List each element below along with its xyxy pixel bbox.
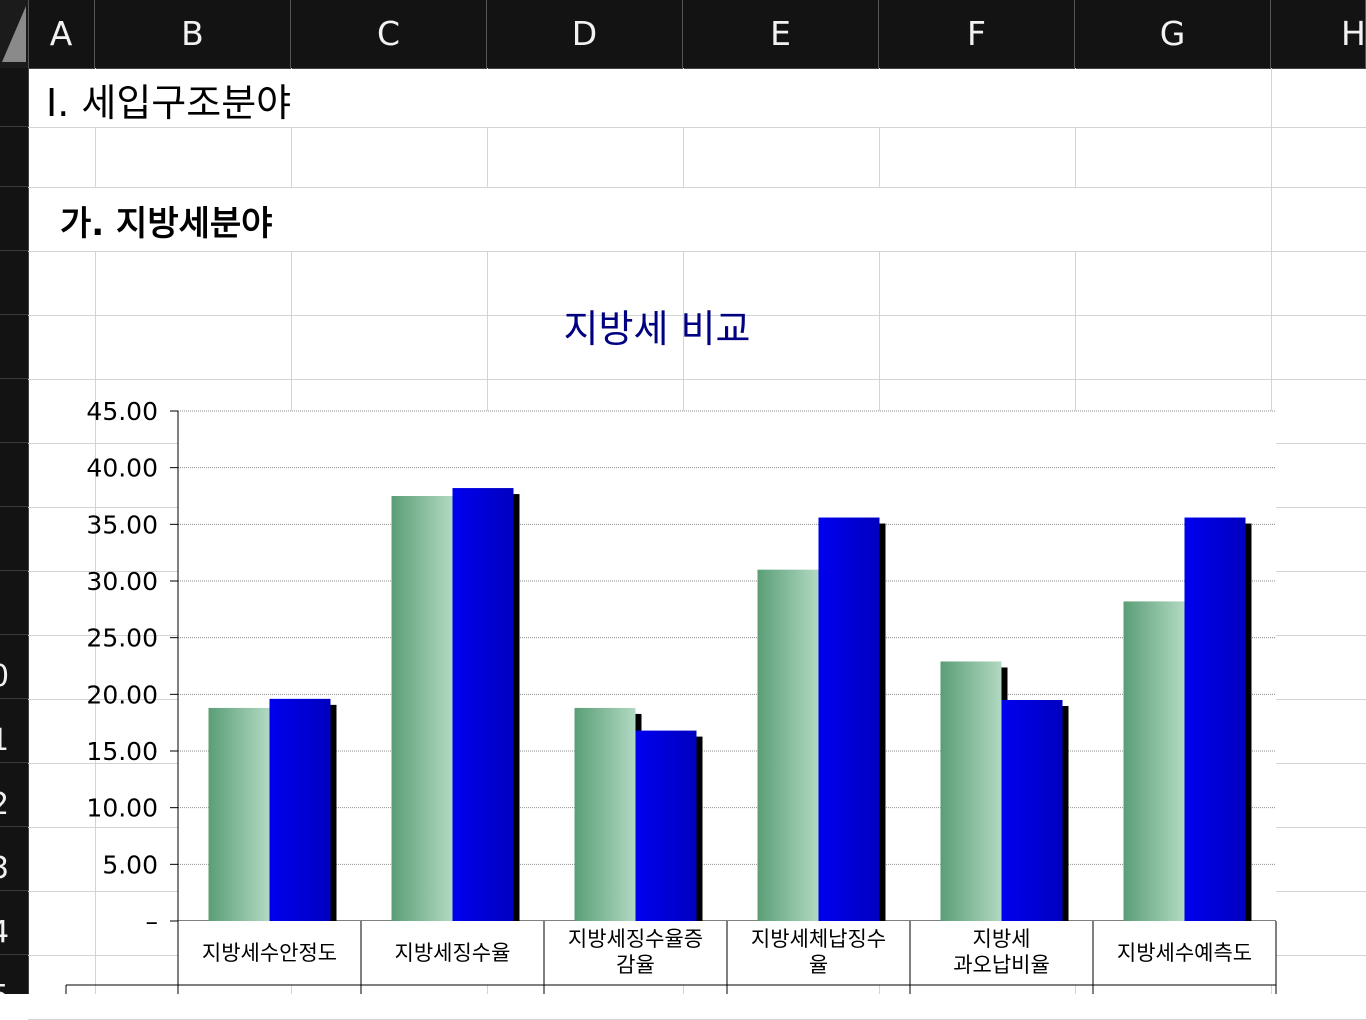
category-label: 지방세징수율증	[568, 927, 703, 951]
grid-row-line	[28, 315, 1366, 316]
row-header-5[interactable]	[0, 315, 28, 379]
row-header-7[interactable]	[0, 443, 28, 507]
column-header-D[interactable]: D	[487, 0, 683, 68]
bar-1-3	[574, 707, 636, 921]
grid-row-line	[28, 127, 1366, 128]
row-header-9[interactable]	[0, 571, 28, 635]
row-header-14[interactable]: 4	[0, 891, 28, 955]
row-header-2[interactable]	[0, 127, 28, 187]
section-title: Ⅰ. 세입구조분야	[46, 81, 292, 125]
y-tick-label: 35.00	[86, 510, 158, 539]
grid-row-line	[28, 251, 1366, 252]
category-label: 율	[809, 953, 828, 977]
column-header-C[interactable]: C	[291, 0, 487, 68]
bar-2-2	[452, 488, 514, 921]
row-header-10[interactable]: 0	[0, 635, 28, 699]
bar-1-1	[208, 707, 270, 921]
grid-row-line	[28, 379, 1366, 380]
bar-1-2	[391, 496, 453, 921]
row-header-15[interactable]: 5	[0, 955, 28, 995]
y-tick-label: 30.00	[86, 567, 158, 596]
bar-2-3	[635, 730, 697, 921]
y-tick-label: 20.00	[86, 680, 158, 709]
bar-1-4	[757, 569, 819, 921]
row-header-11[interactable]: 1	[0, 699, 28, 763]
row-header-bar: 012345	[0, 68, 29, 994]
y-tick-label: 40.00	[86, 454, 158, 483]
bar-2-5	[1001, 700, 1063, 921]
column-header-E[interactable]: E	[683, 0, 879, 68]
column-header-G[interactable]: G	[1075, 0, 1271, 68]
row-header-4[interactable]	[0, 251, 28, 315]
y-tick-label: –	[146, 907, 159, 936]
row-header-8[interactable]	[0, 507, 28, 571]
column-header-F[interactable]: F	[879, 0, 1075, 68]
column-header-B[interactable]: B	[95, 0, 291, 68]
category-label: 지방세징수율	[395, 941, 511, 965]
chart-title: 지방세 비교	[564, 307, 751, 351]
y-tick-label: 15.00	[86, 737, 158, 766]
merged-cell	[29, 69, 1270, 127]
subsection-title: 가. 지방세분야	[60, 204, 273, 244]
category-label: 과오납비율	[953, 953, 1050, 977]
row-header-13[interactable]: 3	[0, 827, 28, 891]
column-header-A[interactable]: A	[28, 0, 95, 68]
y-tick-label: 10.00	[86, 794, 158, 823]
category-label: 지방세체납징수	[751, 927, 886, 951]
bar-1-5	[940, 661, 1002, 921]
row-header-12[interactable]: 2	[0, 763, 28, 827]
y-tick-label: 5.00	[102, 850, 158, 879]
bar-2-4	[818, 517, 880, 921]
bar-2-6	[1184, 517, 1246, 921]
category-label: 지방세수안정도	[202, 941, 337, 965]
select-all-icon	[2, 6, 26, 62]
category-label: 지방세수예측도	[1117, 941, 1252, 965]
plot-area	[178, 411, 1276, 921]
bar-2-1	[269, 698, 331, 921]
y-tick-label: 25.00	[86, 624, 158, 653]
category-label: 지방세	[973, 927, 1031, 951]
grid-row-line	[28, 187, 1366, 188]
y-tick-label: 45.00	[86, 397, 158, 426]
select-all-corner[interactable]	[0, 0, 29, 68]
row-header-1[interactable]	[0, 68, 28, 127]
merged-cell	[29, 188, 1270, 251]
row-header-6[interactable]	[0, 379, 28, 443]
bar-1-6	[1123, 601, 1185, 921]
row-header-3[interactable]	[0, 187, 28, 251]
grid-column-line	[95, 68, 96, 994]
category-label: 감율	[616, 953, 655, 977]
bar-chart[interactable]: 지방세 비교 – 5.00 10.00 15.00 20.00 25.00 30.00 35.…	[0, 0, 1366, 994]
